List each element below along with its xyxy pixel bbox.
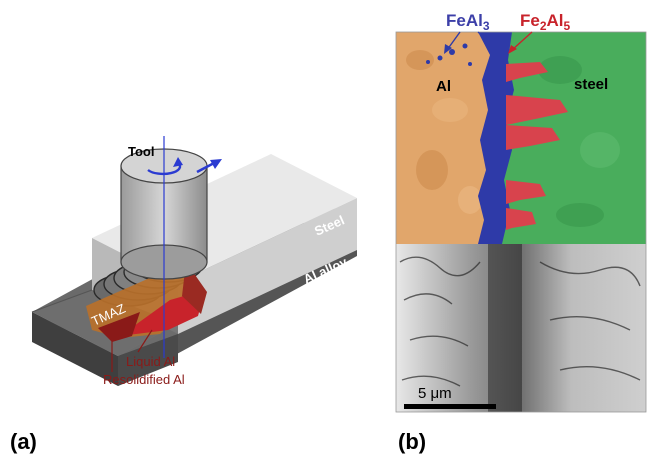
rotation-arrow [147, 162, 182, 176]
fe2al5-layer [506, 62, 568, 230]
liquid-al-label: Liquid Al [126, 354, 175, 369]
scale-bar [404, 404, 496, 409]
panel-a-schematic: Tool Steel Al alloy TMAZ Liquid Al Resol… [10, 136, 357, 454]
panel-b-micrograph: Al steel FeAl3 Fe2Al5 5 μm (b) [395, 11, 647, 454]
fe2al5-label: Fe2Al5 [520, 11, 571, 33]
feal3-scatter [426, 43, 472, 66]
feal3-label: FeAl3 [446, 11, 490, 33]
fe2al5-arrow [511, 31, 533, 51]
feal3-layer [478, 32, 514, 244]
al-region-label: Al [436, 78, 451, 95]
tool-label: Tool [128, 144, 154, 159]
sem-grains [399, 256, 641, 387]
resolidified-al-label: Resolidified Al [103, 372, 185, 387]
scale-bar-label: 5 μm [418, 385, 452, 402]
panel-a-label: (a) [10, 429, 37, 454]
sem-interface [488, 244, 522, 412]
panel-b-label: (b) [398, 429, 426, 454]
steel-region-label: steel [574, 76, 608, 93]
liquid-al-leader [137, 329, 153, 353]
tool [120, 136, 222, 358]
grain-texture [406, 50, 620, 227]
